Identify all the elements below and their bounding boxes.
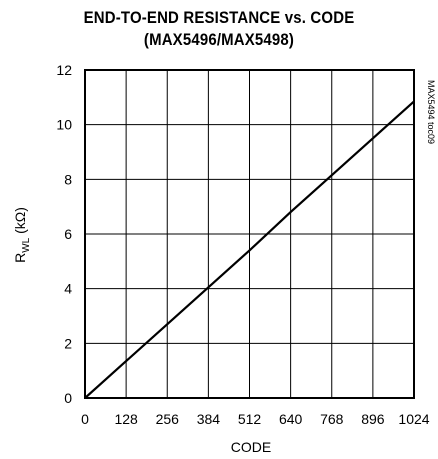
y-tick-labels: 0 2 4 6 8 10 12 [56, 62, 72, 406]
x-tick-label-6: 768 [320, 411, 344, 427]
y-tick-label-0: 0 [64, 390, 72, 406]
chart-subtitle: (MAX5496/MAX5498) [143, 30, 295, 49]
y-tick-label-2: 4 [64, 281, 72, 297]
y-tick-label-5: 10 [56, 117, 72, 133]
y-tick-label-3: 6 [64, 226, 72, 242]
x-tick-label-7: 896 [361, 411, 385, 427]
x-tick-labels: 0 128 256 384 512 640 768 896 1024 [81, 411, 430, 427]
grid-lines [84, 69, 415, 399]
y-axis-label-main: R [12, 253, 28, 263]
y-axis-label-sub: WL [21, 237, 32, 252]
series-line-0 [84, 100, 415, 399]
y-axis-label: RWL (kΩ) [12, 207, 32, 263]
y-tick-label-1: 2 [64, 335, 72, 351]
x-tick-label-5: 640 [279, 411, 303, 427]
figure-code-annotation: MAX5494 toc09 [426, 80, 436, 144]
y-tick-label-6: 12 [56, 62, 72, 78]
x-tick-label-4: 512 [238, 411, 262, 427]
x-tick-label-8: 1024 [398, 411, 429, 427]
x-tick-label-2: 256 [156, 411, 180, 427]
x-tick-label-1: 128 [114, 411, 138, 427]
series-group [84, 100, 415, 399]
x-tick-label-3: 384 [197, 411, 221, 427]
y-tick-label-4: 8 [64, 171, 72, 187]
chart-title: END-TO-END RESISTANCE vs. CODE [83, 8, 355, 27]
y-axis-label-unit: (kΩ) [12, 207, 28, 238]
plot-frame [84, 69, 415, 399]
x-axis-label: CODE [231, 439, 271, 455]
x-tick-label-0: 0 [81, 411, 89, 427]
